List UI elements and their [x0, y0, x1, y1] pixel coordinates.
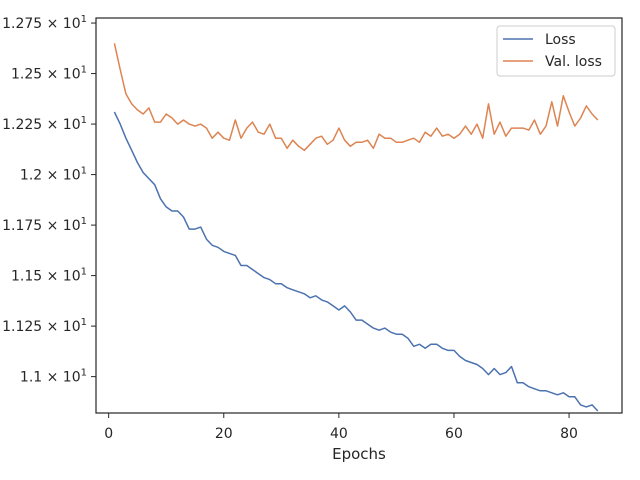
x-tick-label: 20: [215, 426, 233, 442]
plot-frame: [95, 17, 623, 414]
series-line-loss: [113, 111, 599, 412]
legend-label-val-loss: Val. loss: [545, 54, 602, 70]
y-tick-label: 1.275 × 101: [2, 14, 87, 32]
x-axis-ticks: 0 20 40 60 80: [104, 413, 578, 442]
y-tick-label: 1.2 × 101: [20, 166, 87, 184]
x-tick-label: 40: [330, 426, 348, 442]
x-tick-label: 0: [104, 426, 113, 442]
legend: Loss Val. loss: [496, 25, 616, 77]
y-tick-label: 1.175 × 101: [2, 216, 87, 234]
y-axis-ticks: 1.1 × 101 1.125 × 101 1.15 × 101 1.175 × 10…: [2, 14, 96, 386]
legend-label-loss: Loss: [545, 32, 576, 48]
y-tick-label: 1.1 × 101: [20, 368, 87, 386]
plot-area: [96, 18, 622, 413]
x-tick-label: 80: [560, 426, 578, 442]
y-tick-label: 1.15 × 101: [11, 267, 87, 285]
y-tick-label: 1.25 × 101: [11, 65, 87, 83]
series-layer: [113, 43, 599, 412]
y-tick-label: 1.125 × 101: [2, 317, 87, 335]
series-line-val-loss: [113, 43, 599, 152]
x-axis-label: Epochs: [332, 445, 386, 463]
x-tick-label: 60: [445, 426, 463, 442]
y-tick-label: 1.225 × 101: [2, 115, 87, 133]
